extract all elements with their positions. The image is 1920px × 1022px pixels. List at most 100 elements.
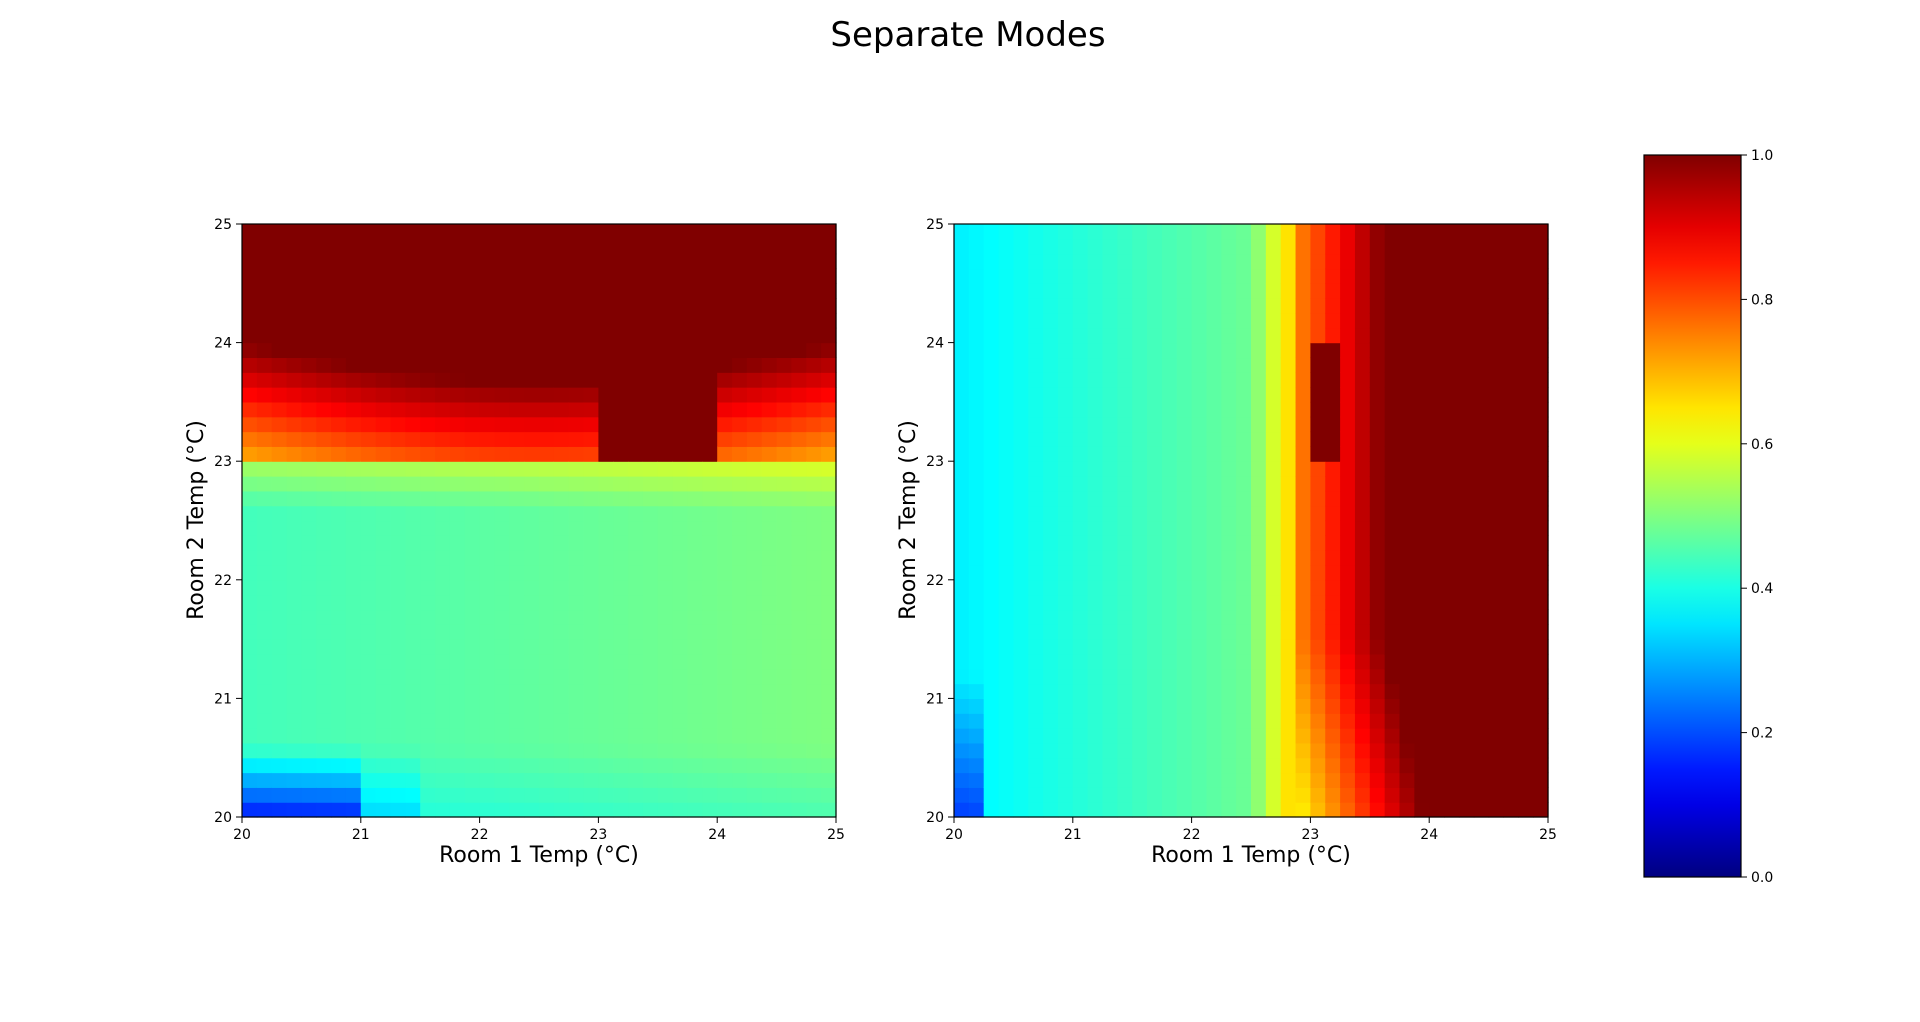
heatmap-cell <box>553 312 570 329</box>
heatmap-cell <box>1458 683 1475 699</box>
heatmap-cell <box>1013 594 1029 611</box>
heatmap-cell <box>1399 253 1415 270</box>
heatmap-cell <box>405 757 421 774</box>
heatmap-cell <box>672 653 689 670</box>
heatmap-cell <box>479 609 496 625</box>
heatmap-cell <box>1206 683 1222 699</box>
heatmap-cell <box>761 268 778 284</box>
heatmap-cell <box>1518 639 1534 655</box>
heatmap-cell <box>524 505 540 522</box>
heatmap-cell <box>449 802 466 818</box>
heatmap-cell <box>583 431 599 447</box>
heatmap-cell <box>613 787 629 803</box>
heatmap-cell <box>1191 431 1208 447</box>
heatmap-cell <box>717 342 733 359</box>
heatmap-cell <box>360 550 377 566</box>
heatmap-cell <box>821 476 837 492</box>
heatmap-cell <box>1236 757 1252 774</box>
heatmap-cell <box>1473 579 1490 596</box>
heatmap-cell <box>375 283 392 299</box>
heatmap-cell <box>405 327 421 344</box>
heatmap-cell <box>1043 653 1059 670</box>
heatmap-cell <box>1354 579 1371 596</box>
heatmap-cell <box>732 238 748 255</box>
heatmap-cell <box>360 564 377 581</box>
heatmap-cell <box>1310 224 1326 240</box>
heatmap-cell <box>435 728 451 744</box>
heatmap-cell <box>1518 772 1534 788</box>
colorbar-ticks: 0.00.20.40.60.81.0 <box>1741 148 1773 886</box>
heatmap-cell <box>672 713 689 729</box>
heatmap-cell <box>375 698 392 714</box>
heatmap-cell <box>717 742 733 759</box>
heatmap-cell <box>583 579 599 596</box>
heatmap-cell <box>390 431 406 447</box>
heatmap-cell <box>1251 416 1267 433</box>
heatmap-cell <box>1503 238 1519 255</box>
heatmap-cell <box>568 787 585 803</box>
heatmap-cell <box>256 802 273 818</box>
heatmap-cell <box>1369 431 1386 447</box>
heatmap-cell <box>464 268 481 284</box>
heatmap-cell <box>583 238 599 255</box>
heatmap-cell <box>494 416 510 433</box>
heatmap-cell <box>1191 505 1208 522</box>
heatmap-cell <box>1354 609 1371 625</box>
heatmap-cell <box>420 431 436 447</box>
heatmap-cell <box>732 550 748 566</box>
heatmap-cell <box>539 609 555 625</box>
heatmap-cell <box>954 387 970 403</box>
heatmap-cell <box>1325 639 1341 655</box>
heatmap-cell <box>435 416 451 433</box>
heatmap-cell <box>1028 624 1044 640</box>
heatmap-cell <box>1147 476 1163 492</box>
heatmap-cell <box>1458 624 1475 640</box>
heatmap-cell <box>1458 476 1475 492</box>
heatmap-cell <box>494 327 510 344</box>
heatmap-cell <box>1533 461 1549 477</box>
heatmap-cell <box>1444 624 1460 640</box>
heatmap-cell <box>1206 312 1222 329</box>
heatmap-cell <box>256 476 273 492</box>
heatmap-cell <box>1057 490 1074 507</box>
heatmap-cell <box>509 683 525 699</box>
heatmap-cell <box>286 416 302 433</box>
heatmap-cell <box>1503 520 1519 536</box>
heatmap-cell <box>968 802 985 818</box>
heatmap-cell <box>286 802 302 818</box>
heatmap-cell <box>539 283 555 299</box>
heatmap-cell <box>464 742 481 759</box>
heatmap-cell <box>1251 224 1267 240</box>
heatmap-cell <box>509 253 525 270</box>
heatmap-cell <box>1384 327 1401 344</box>
heatmap-cell <box>776 357 793 373</box>
heatmap-cell <box>806 505 822 522</box>
heatmap-cell <box>1444 461 1460 477</box>
heatmap-cell <box>1221 283 1237 299</box>
heatmap-cell <box>1310 461 1326 477</box>
heatmap-cell <box>1369 609 1386 625</box>
heatmap-cell <box>761 283 778 299</box>
heatmap-cell <box>1176 416 1193 433</box>
heatmap-cell <box>1265 609 1282 625</box>
heatmap-cell <box>1132 772 1148 788</box>
heatmap-cell <box>1072 342 1089 359</box>
heatmap-cell <box>1354 757 1371 774</box>
heatmap-cell <box>256 298 273 314</box>
heatmap-cell <box>983 312 1000 329</box>
heatmap-cell <box>331 372 347 388</box>
heatmap-cell <box>509 446 525 462</box>
heatmap-cell <box>1325 327 1341 344</box>
heatmap-cell <box>420 372 436 388</box>
heatmap-cell <box>1414 312 1430 329</box>
heatmap-cell <box>524 772 540 788</box>
heatmap-cell <box>746 594 763 611</box>
heatmap-cell <box>420 698 436 714</box>
heatmap-cell <box>568 535 585 551</box>
heatmap-cell <box>479 446 496 462</box>
heatmap-cell <box>1102 327 1118 344</box>
heatmap-cell <box>1414 238 1430 255</box>
heatmap-cell <box>672 624 689 640</box>
heatmap-cell <box>954 520 970 536</box>
heatmap-cell <box>598 550 614 566</box>
